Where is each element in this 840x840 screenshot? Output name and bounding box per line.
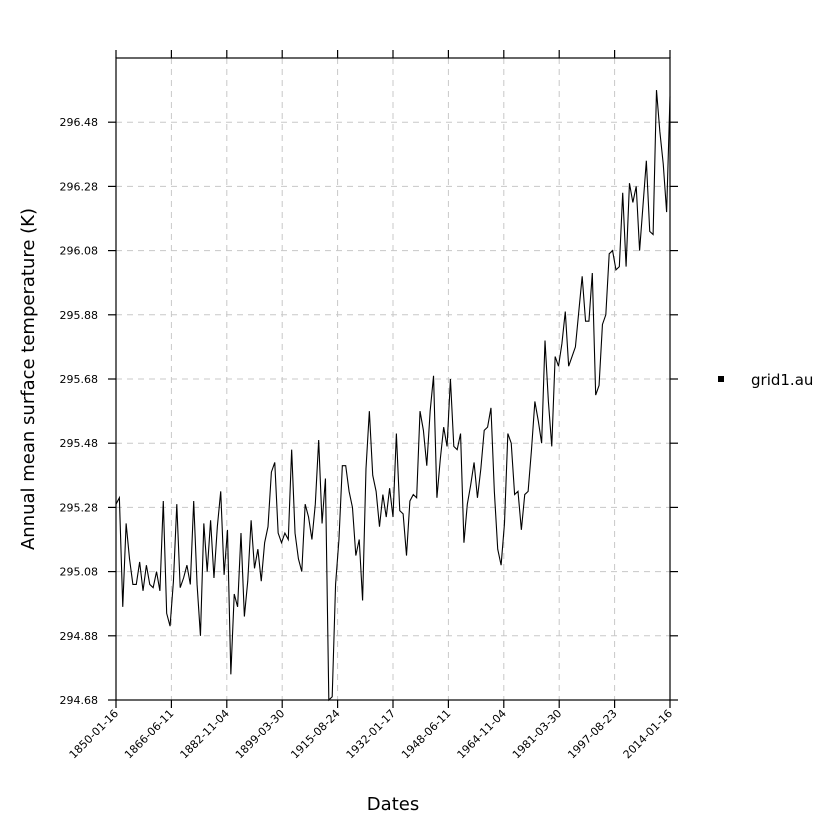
- legend-marker: [718, 376, 724, 382]
- y-tick-label: 294.68: [60, 694, 99, 707]
- x-tick-label: 1932-01-17: [344, 707, 398, 761]
- x-axis-title: Dates: [367, 794, 419, 815]
- y-tick-label: 296.48: [60, 116, 99, 129]
- x-tick-label: 1948-06-11: [399, 707, 453, 761]
- series-line-grid1: [115, 90, 671, 702]
- y-tick-label: 294.88: [60, 630, 99, 643]
- y-tick-label: 295.08: [60, 566, 99, 579]
- legend-label: grid1.au: [751, 371, 813, 389]
- x-tick-label: 1981-03-30: [510, 707, 564, 761]
- x-tick-label: 2014-01-16: [621, 707, 675, 761]
- legend: grid1.au: [718, 371, 813, 389]
- y-tick-label: 295.68: [60, 373, 99, 386]
- x-tick-label: 1850-01-16: [67, 707, 121, 761]
- y-tick-label: 296.08: [60, 245, 99, 258]
- ticks-layer: [108, 50, 678, 708]
- y-tick-label: 295.88: [60, 309, 99, 322]
- y-tick-label: 295.48: [60, 437, 99, 450]
- y-tick-label: 296.28: [60, 180, 99, 193]
- x-tick-label: 1915-08-24: [288, 707, 342, 761]
- x-tick-label: 1964-11-04: [455, 707, 509, 761]
- x-tick-label: 1882-11-04: [178, 707, 232, 761]
- x-tick-label: 1997-08-23: [565, 707, 619, 761]
- x-tick-label: 1899-03-30: [233, 707, 287, 761]
- y-axis-title: Annual mean surface temperature (K): [18, 208, 39, 550]
- grid-layer: [116, 58, 670, 700]
- x-tick-label: 1866-06-11: [122, 707, 176, 761]
- y-tick-label: 295.28: [60, 501, 99, 514]
